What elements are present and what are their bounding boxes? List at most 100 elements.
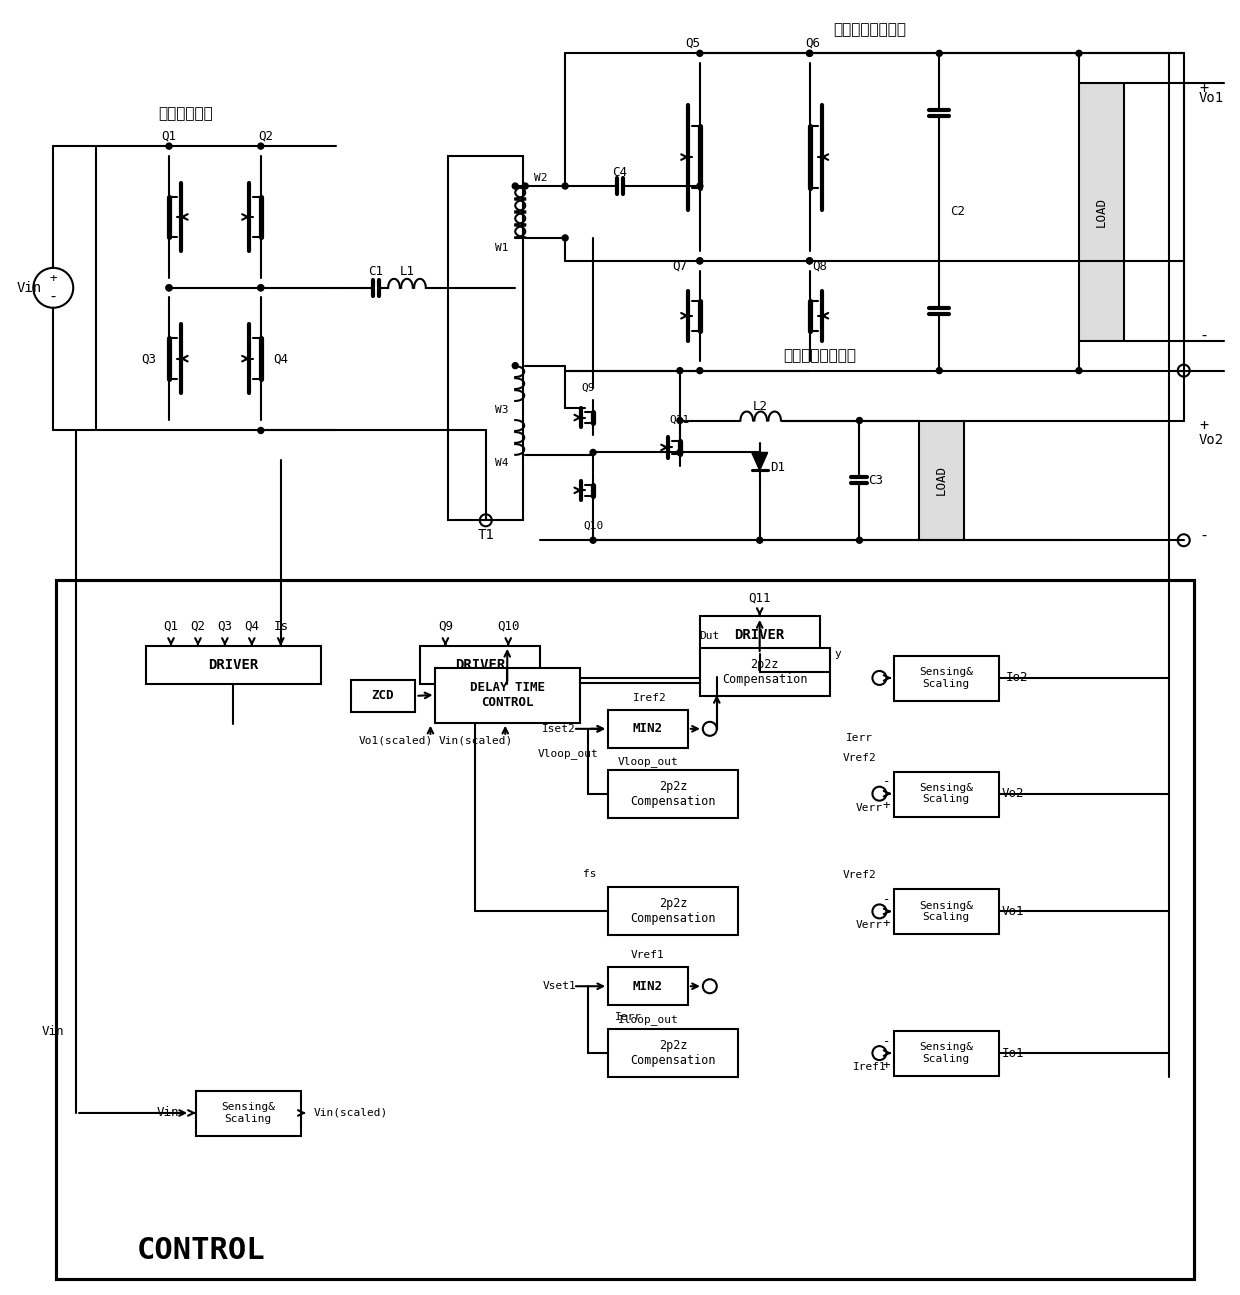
Text: -: -: [48, 289, 58, 304]
Text: Sensing&
Scaling: Sensing& Scaling: [919, 667, 973, 689]
Bar: [894, 772, 999, 817]
Text: -: -: [1199, 528, 1208, 543]
Text: Io1: Io1: [1002, 1046, 1024, 1059]
Text: Q9: Q9: [438, 619, 453, 632]
Circle shape: [756, 537, 763, 543]
Text: Q9: Q9: [582, 382, 595, 392]
Bar: [608, 967, 688, 1005]
Text: Dut: Dut: [699, 631, 720, 641]
Circle shape: [697, 368, 703, 374]
Text: Vset1: Vset1: [542, 982, 577, 991]
Text: Q3: Q3: [217, 619, 232, 632]
Text: Sensing&
Scaling: Sensing& Scaling: [919, 783, 973, 804]
Text: Iloop_out: Iloop_out: [618, 1014, 678, 1024]
Bar: [608, 769, 738, 817]
Text: C4: C4: [613, 166, 627, 179]
Bar: [608, 710, 688, 747]
Text: C2: C2: [950, 206, 965, 219]
Text: Vref1: Vref1: [631, 951, 665, 961]
Text: Vin(scaled): Vin(scaled): [314, 1109, 388, 1118]
Text: C3: C3: [868, 474, 883, 487]
Text: Ierr: Ierr: [615, 1013, 641, 1022]
Circle shape: [806, 51, 812, 56]
Text: Io2: Io2: [1006, 671, 1028, 685]
Circle shape: [522, 183, 528, 189]
Text: DELAY TIME
CONTROL: DELAY TIME CONTROL: [470, 681, 544, 708]
Text: W4: W4: [495, 458, 508, 469]
Circle shape: [512, 363, 518, 369]
Circle shape: [590, 537, 596, 543]
Bar: [449, 157, 523, 521]
Text: Vin(scaled): Vin(scaled): [438, 736, 512, 746]
Text: 副边第二转换电路: 副边第二转换电路: [782, 348, 856, 363]
Text: Q7: Q7: [672, 259, 687, 272]
Bar: [608, 887, 738, 935]
Circle shape: [806, 51, 812, 56]
Text: 副边第一转换电路: 副边第一转换电路: [833, 22, 906, 36]
Text: Vo2: Vo2: [1002, 787, 1024, 800]
Text: +: +: [50, 272, 57, 285]
Text: 2p2z
Compensation: 2p2z Compensation: [630, 780, 715, 808]
Text: Q4: Q4: [244, 619, 259, 632]
Text: DRIVER: DRIVER: [734, 628, 785, 642]
Text: LOAD: LOAD: [1095, 197, 1107, 227]
Text: W1: W1: [495, 243, 508, 253]
Text: CONTROL: CONTROL: [136, 1237, 265, 1265]
Bar: [1079, 83, 1123, 341]
Circle shape: [697, 258, 703, 264]
Text: Q3: Q3: [141, 352, 156, 365]
Text: Vin: Vin: [42, 1024, 64, 1037]
Text: Vin: Vin: [17, 281, 42, 295]
Bar: [894, 657, 999, 701]
Text: Vo1: Vo1: [1002, 905, 1024, 918]
Text: -: -: [883, 1035, 890, 1048]
Circle shape: [697, 258, 703, 264]
Text: Vref2: Vref2: [843, 870, 877, 881]
Circle shape: [936, 368, 942, 374]
Polygon shape: [751, 452, 768, 470]
Text: Iset2: Iset2: [542, 724, 577, 734]
Text: MIN2: MIN2: [632, 980, 663, 993]
Circle shape: [258, 427, 264, 434]
Text: DRIVER: DRIVER: [455, 658, 506, 672]
Text: DRIVER: DRIVER: [208, 658, 258, 672]
Circle shape: [590, 449, 596, 456]
Bar: [894, 890, 999, 935]
Text: Q1: Q1: [164, 619, 179, 632]
Text: +: +: [1199, 418, 1208, 433]
Circle shape: [1076, 368, 1083, 374]
Circle shape: [857, 537, 863, 543]
Text: Q10: Q10: [497, 619, 520, 632]
Text: Q8: Q8: [812, 259, 827, 272]
Text: Vo1(scaled): Vo1(scaled): [358, 736, 433, 746]
Text: Q11: Q11: [670, 414, 689, 425]
Text: Q1: Q1: [161, 130, 176, 142]
Text: +: +: [1199, 80, 1208, 96]
Circle shape: [166, 285, 172, 291]
Circle shape: [1076, 51, 1083, 56]
Text: Q4: Q4: [273, 352, 288, 365]
Circle shape: [697, 183, 703, 189]
Bar: [894, 1031, 999, 1076]
Text: W3: W3: [495, 404, 508, 414]
Text: 2p2z
Compensation: 2p2z Compensation: [630, 1039, 715, 1067]
Text: -: -: [1199, 328, 1208, 343]
Text: y: y: [835, 649, 841, 659]
Text: Iref1: Iref1: [853, 1062, 887, 1072]
Text: T1: T1: [477, 528, 495, 543]
Bar: [608, 1030, 738, 1077]
Text: Verr: Verr: [856, 921, 883, 930]
Bar: [435, 668, 580, 723]
Circle shape: [936, 51, 942, 56]
Bar: [420, 646, 541, 684]
Text: Q10: Q10: [583, 521, 603, 530]
Text: D1: D1: [770, 461, 785, 474]
Bar: [196, 1090, 301, 1136]
Circle shape: [677, 368, 683, 374]
Text: Q2: Q2: [191, 619, 206, 632]
Bar: [351, 680, 415, 712]
Text: L2: L2: [753, 400, 769, 413]
Text: ZCD: ZCD: [371, 689, 394, 702]
Circle shape: [806, 258, 812, 264]
Text: 2p2z
Compensation: 2p2z Compensation: [630, 897, 715, 926]
